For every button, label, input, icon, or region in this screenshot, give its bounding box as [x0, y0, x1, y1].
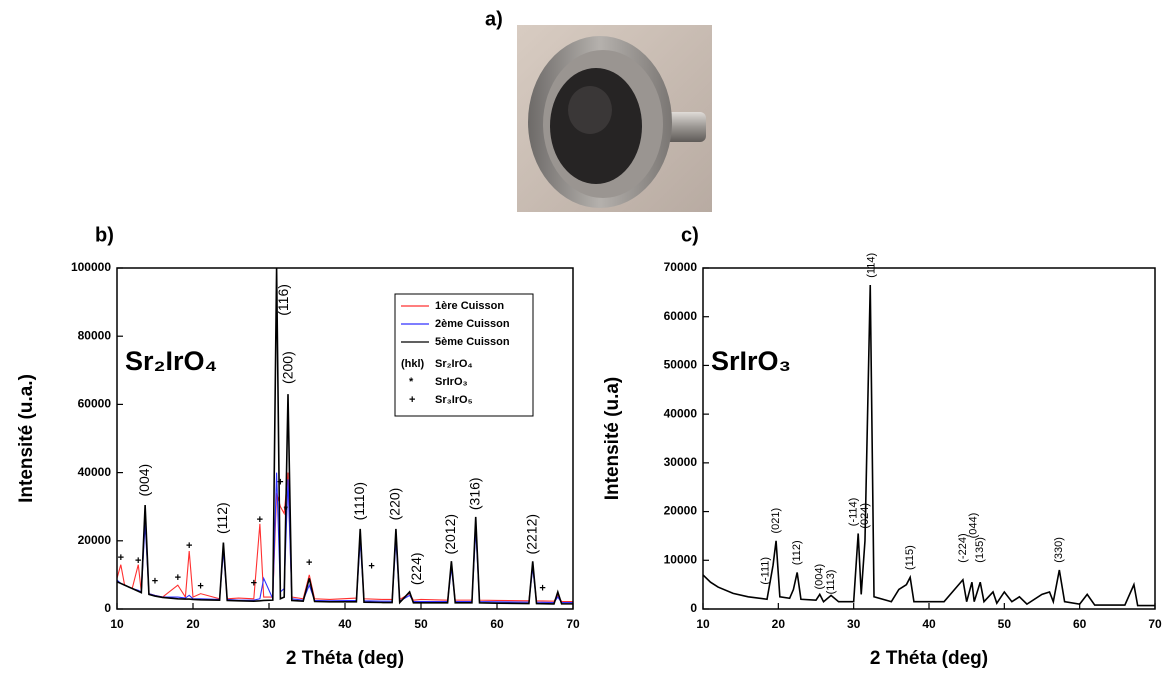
peak-marker: + [118, 552, 124, 564]
peak-marker: * [284, 504, 289, 516]
photo [517, 25, 712, 212]
x-tick-label: 50 [414, 617, 428, 631]
y-tick-label: 60000 [664, 309, 698, 323]
peak-label: (135) [974, 537, 986, 563]
x-tick-label: 10 [696, 617, 710, 631]
peak-label: (2012) [442, 514, 458, 554]
legend-symbol: * [409, 376, 414, 388]
legend-label: Sr₃IrO₅ [435, 394, 473, 406]
peak-label: (114) [866, 253, 878, 278]
peak-label: (-114) [848, 498, 860, 527]
peak-label: (004) [136, 464, 152, 497]
legend-label: Sr₂IrO₄ [435, 358, 473, 370]
peak-label: (116) [275, 284, 291, 316]
peak-label: (-224) [957, 533, 969, 562]
y-tick-label: 50000 [664, 358, 698, 372]
x-tick-label: 50 [998, 617, 1012, 631]
peak-marker: + [277, 477, 283, 489]
peak-label: (224) [408, 552, 424, 585]
legend-label: 1ère Cuisson [435, 300, 504, 312]
panel-label: c) [681, 224, 699, 246]
x-tick-label: 60 [490, 617, 504, 631]
peak-marker: + [257, 514, 263, 526]
y-tick-label: 70000 [664, 260, 698, 274]
peak-label: (004) [814, 564, 826, 590]
y-tick-label: 40000 [78, 465, 112, 479]
y-tick-label: 80000 [78, 328, 112, 342]
y-tick-label: 60000 [78, 397, 112, 411]
peak-marker: + [152, 576, 158, 588]
legend-symbol: + [409, 394, 415, 406]
peak-label: (024) [859, 503, 871, 529]
panel-label: b) [95, 224, 114, 246]
peak-label: (316) [466, 477, 482, 510]
x-tick-label: 70 [566, 617, 580, 631]
peak-label: (112) [791, 540, 803, 565]
y-tick-label: 10000 [664, 552, 698, 566]
x-axis-title: 2 Théta (deg) [286, 648, 404, 669]
y-tick-label: 30000 [664, 455, 698, 469]
panel-label: a) [485, 8, 503, 30]
y-tick-label: 20000 [78, 533, 112, 547]
x-tick-label: 20 [772, 617, 786, 631]
peak-label: (200) [279, 351, 295, 384]
peak-marker: + [197, 581, 203, 593]
x-tick-label: 40 [338, 617, 352, 631]
x-tick-label: 40 [922, 617, 936, 631]
x-axis-title: 2 Théta (deg) [870, 648, 988, 669]
legend-label: 5ème Cuisson [435, 336, 510, 348]
peak-label: (112) [214, 502, 230, 534]
x-tick-label: 20 [186, 617, 200, 631]
x-tick-label: 60 [1073, 617, 1087, 631]
peak-label: (115) [904, 545, 916, 570]
inset-label: SrIrO₃ [711, 346, 791, 376]
peak-marker: + [368, 560, 374, 572]
peak-marker: + [251, 577, 257, 589]
peak-marker: + [539, 582, 545, 594]
peak-label: (044) [967, 513, 979, 539]
peak-label: (113) [825, 570, 837, 595]
peak-label: (021) [770, 508, 782, 534]
peak-label: (1110) [351, 482, 367, 520]
peak-label: (220) [387, 488, 403, 521]
x-tick-label: 30 [262, 617, 276, 631]
inset-label: Sr₂IrO₄ [125, 346, 217, 376]
x-tick-label: 70 [1148, 617, 1162, 631]
x-tick-label: 10 [110, 617, 124, 631]
peak-label: (330) [1053, 537, 1065, 563]
peak-label: (-111) [759, 557, 771, 585]
y-tick-label: 0 [104, 601, 111, 615]
peak-marker: + [135, 555, 141, 567]
peak-marker: + [175, 572, 181, 584]
y-axis-title: Intensité (u.a.) [16, 374, 37, 503]
legend-box [394, 293, 534, 417]
data-line [702, 285, 1155, 607]
legend-label: 2ème Cuisson [435, 318, 510, 330]
y-tick-label: 20000 [664, 504, 698, 518]
y-tick-label: 0 [690, 601, 697, 615]
data-line [116, 472, 573, 603]
legend-label: SrIrO₃ [435, 376, 468, 388]
legend-symbol: (hkl) [401, 358, 425, 370]
peak-label: (2212) [523, 514, 539, 554]
y-tick-label: 40000 [664, 406, 698, 420]
y-axis-title: Intensité (u.a) [602, 377, 623, 501]
data-line [116, 472, 573, 604]
data-line [116, 267, 573, 605]
x-tick-label: 30 [847, 617, 861, 631]
peak-marker: + [186, 540, 192, 552]
peak-marker: + [306, 557, 312, 569]
y-tick-label: 100000 [71, 260, 111, 274]
